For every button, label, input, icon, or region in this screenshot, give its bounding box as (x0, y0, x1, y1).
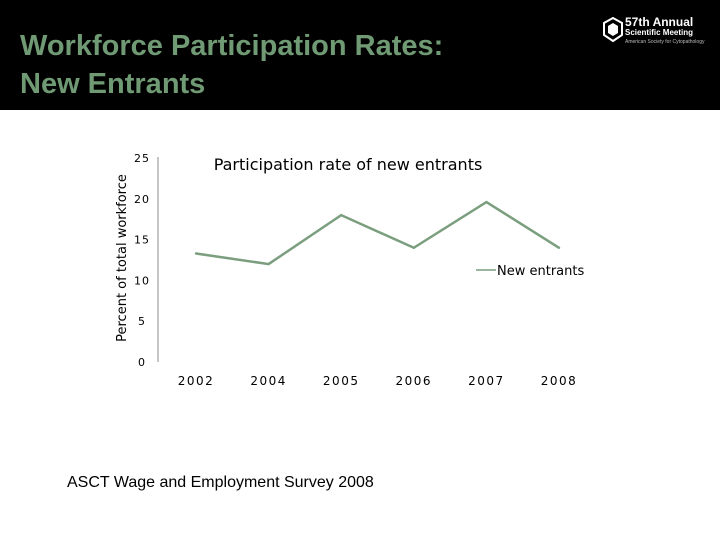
data-point (412, 246, 415, 249)
data-point (340, 213, 343, 217)
slide-header: Workforce Participation Rates: New Entra… (0, 0, 720, 110)
y-tick-labels: 0 5 10 15 20 25 (134, 152, 150, 369)
x-tick-label: 2004 (250, 374, 287, 388)
x-tick-label: 2007 (468, 374, 505, 388)
chart-title: Participation rate of new entrants (214, 155, 483, 174)
y-tick-label: 20 (134, 193, 150, 206)
slide-title-line-2: New Entrants (20, 68, 206, 100)
data-point (557, 246, 561, 249)
y-tick-label: 25 (134, 152, 150, 165)
hexagon-emblem-icon (603, 17, 623, 43)
x-tick-label: 2005 (323, 374, 360, 388)
y-axis-label-group: Percent of total workforce (115, 174, 130, 342)
y-tick-label: 10 (134, 274, 150, 287)
logo-subtitle: Scientific Meeting (625, 28, 694, 37)
y-tick-label: 5 (138, 315, 146, 328)
x-tick-label: 2008 (541, 374, 578, 388)
chart-legend: New entrants (476, 264, 584, 279)
logo-title: 57th Annual (625, 15, 694, 29)
series-line (195, 200, 560, 266)
logo-organization: American Society for Cytopathology (625, 39, 705, 45)
x-tick-label: 2006 (396, 374, 433, 388)
slide-title-line-1: Workforce Participation Rates: (20, 30, 444, 62)
y-tick-label: 0 (138, 356, 146, 369)
y-axis-label: Percent of total workforce (115, 174, 130, 342)
source-note: ASCT Wage and Employment Survey 2008 (67, 474, 374, 491)
data-point (194, 252, 198, 255)
x-tick-labels: 2002 2004 2005 2006 2007 2008 (178, 374, 578, 388)
participation-line-chart: Percent of total workforce Participation… (115, 152, 584, 388)
meeting-logo: 57th Annual Scientific Meeting American … (603, 15, 711, 49)
x-tick-label: 2002 (178, 374, 215, 388)
data-point (267, 262, 270, 266)
data-point (485, 200, 488, 204)
series-lines (194, 200, 561, 266)
y-tick-label: 15 (134, 234, 150, 247)
legend-label: New entrants (497, 264, 584, 279)
